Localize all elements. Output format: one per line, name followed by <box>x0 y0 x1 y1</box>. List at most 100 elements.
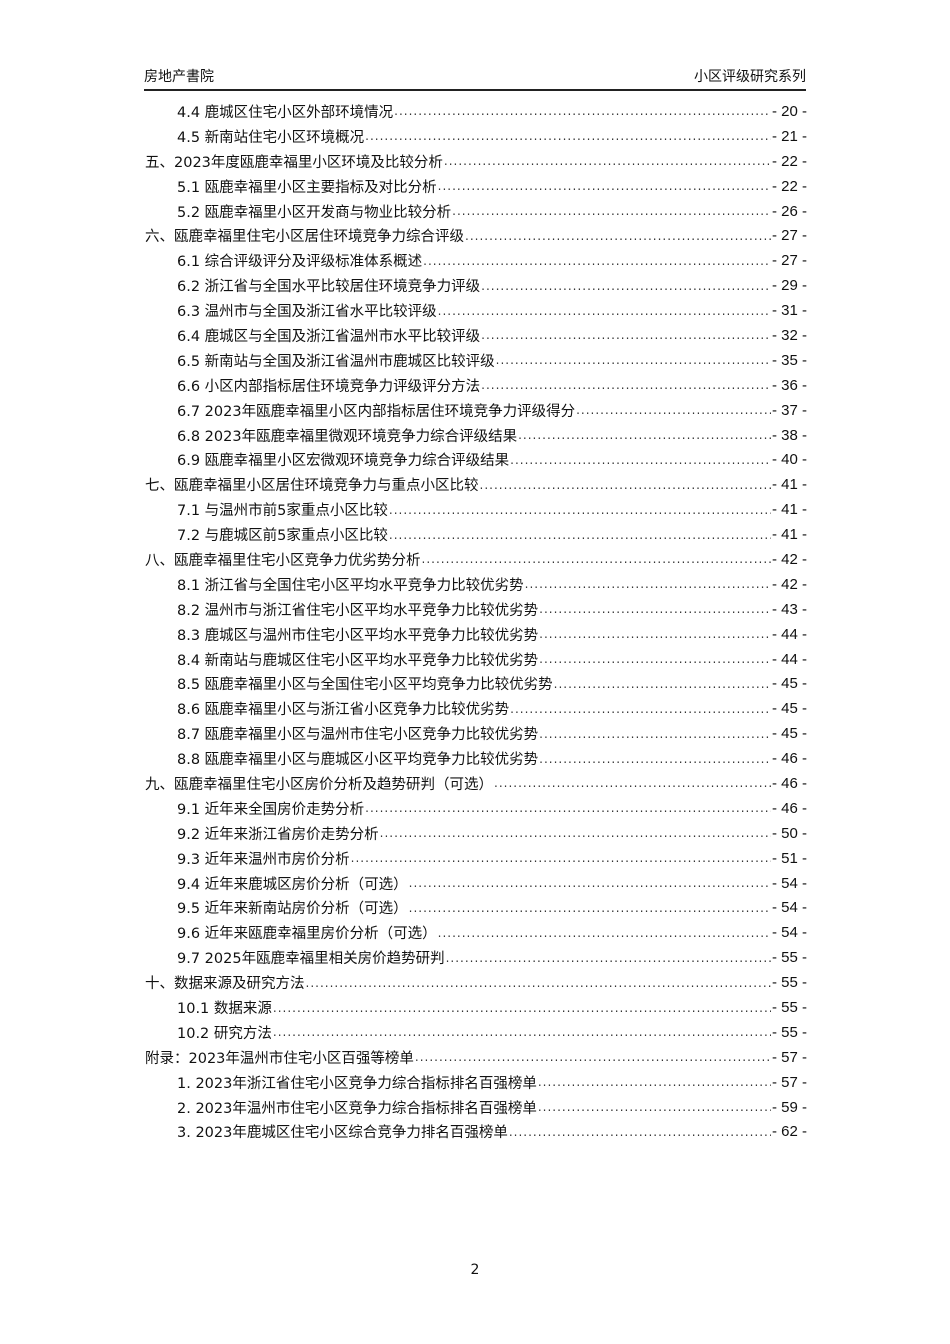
toc-entry[interactable]: 五、2023年度瓯鹿幸福里小区环境及比较分析 - 22 - <box>145 149 807 174</box>
toc-entry-title: 8.8 瓯鹿幸福里小区与鹿城区小区平均竞争力比较优劣势 <box>177 752 539 769</box>
toc-entry-page: - 21 - <box>771 127 807 145</box>
dot-leader <box>538 1075 771 1089</box>
toc-entry-page: - 55 - <box>771 949 807 967</box>
toc-entry-page: - 27 - <box>771 252 807 270</box>
toc-entry[interactable]: 9.4 近年来鹿城区房价分析（可选） - 54 - <box>145 871 807 896</box>
toc-entry[interactable]: 十、数据来源及研究方法 - 55 - <box>145 970 807 995</box>
dot-leader <box>365 801 771 815</box>
toc-entry-page: - 55 - <box>771 974 807 992</box>
toc-entry[interactable]: 9.6 近年来瓯鹿幸福里房价分析（可选） - 54 - <box>145 920 807 945</box>
toc-entry[interactable]: 八、瓯鹿幸福里住宅小区竞争力优劣势分析 - 42 - <box>145 547 807 572</box>
toc-entry-title: 2. 2023年温州市住宅小区竞争力综合指标排名百强榜单 <box>177 1100 537 1117</box>
toc-entry-page: - 26 - <box>771 202 807 220</box>
toc-entry-title: 十、数据来源及研究方法 <box>145 976 305 993</box>
toc-entry-page: - 22 - <box>771 177 807 195</box>
toc-entry-page: - 31 - <box>771 302 807 320</box>
toc-entry-title: 4.5 新南站住宅小区环境概况 <box>177 129 365 146</box>
dot-leader <box>273 1001 771 1015</box>
toc-entry[interactable]: 9.5 近年来新南站房价分析（可选） - 54 - <box>145 896 807 921</box>
toc-entry[interactable]: 9.7 2025年瓯鹿幸福里相关房价趋势研判 - 55 - <box>145 945 807 970</box>
toc-entry[interactable]: 附录：2023年温州市住宅小区百强等榜单 - 57 - <box>145 1045 807 1070</box>
toc-entry[interactable]: 8.4 新南站与鹿城区住宅小区平均水平竞争力比较优劣势 - 44 - <box>145 647 807 672</box>
toc-entry-page: - 40 - <box>771 451 807 469</box>
page-number: 2 <box>470 1262 480 1278</box>
toc-entry-title: 9.6 近年来瓯鹿幸福里房价分析（可选） <box>177 926 437 943</box>
toc-entry-title: 8.1 浙江省与全国住宅小区平均水平竞争力比较优劣势 <box>177 577 524 594</box>
toc-entry-title: 6.4 鹿城区与全国及浙江省温州市水平比较评级 <box>177 328 481 345</box>
toc-entry[interactable]: 6.9 瓯鹿幸福里小区宏微观环境竞争力综合评级结果 - 40 - <box>145 447 807 472</box>
dot-leader <box>481 328 771 342</box>
toc-entry-title: 附录：2023年温州市住宅小区百强等榜单 <box>145 1050 414 1067</box>
toc-entry[interactable]: 六、瓯鹿幸福里住宅小区居住环境竞争力综合评级 - 27 - <box>145 223 807 248</box>
toc-entry[interactable]: 6.1 综合评级评分及评级标准体系概述 - 27 - <box>145 248 807 273</box>
toc-entry-title: 9.1 近年来全国房价走势分析 <box>177 801 365 818</box>
toc-entry[interactable]: 6.5 新南站与全国及浙江省温州市鹿城区比较评级 - 35 - <box>145 348 807 373</box>
toc-entry[interactable]: 9.3 近年来温州市房价分析 - 51 - <box>145 846 807 871</box>
toc-entry-title: 五、2023年度瓯鹿幸福里小区环境及比较分析 <box>145 154 443 171</box>
toc-entry[interactable]: 6.2 浙江省与全国水平比较居住环境竞争力评级 - 29 - <box>145 273 807 298</box>
toc-entry-page: - 55 - <box>771 1023 807 1041</box>
toc-entry[interactable]: 9.2 近年来浙江省房价走势分析 - 50 - <box>145 821 807 846</box>
toc-entry-page: - 54 - <box>771 899 807 917</box>
toc-entry-title: 9.4 近年来鹿城区房价分析（可选） <box>177 876 408 893</box>
toc-entry[interactable]: 4.5 新南站住宅小区环境概况 - 21 - <box>145 124 807 149</box>
toc-entry[interactable]: 6.8 2023年瓯鹿幸福里微观环境竞争力综合评级结果 - 38 - <box>145 423 807 448</box>
dot-leader <box>510 702 771 716</box>
toc-entry-title: 9.2 近年来浙江省房价走势分析 <box>177 826 379 843</box>
toc-entry[interactable]: 8.1 浙江省与全国住宅小区平均水平竞争力比较优劣势 - 42 - <box>145 572 807 597</box>
toc-entry[interactable]: 九、瓯鹿幸福里住宅小区房价分析及趋势研判（可选） - 46 - <box>145 771 807 796</box>
toc-entry-page: - 55 - <box>771 999 807 1016</box>
toc-entry[interactable]: 10.1 数据来源 - 55 - <box>145 995 807 1020</box>
toc-entry[interactable]: 5.1 瓯鹿幸福里小区主要指标及对比分析 - 22 - <box>145 174 807 199</box>
toc-entry[interactable]: 9.1 近年来全国房价走势分析 - 46 - <box>145 796 807 821</box>
toc-entry[interactable]: 6.3 温州市与全国及浙江省水平比较评级 - 31 - <box>145 298 807 323</box>
toc-entry[interactable]: 4.4 鹿城区住宅小区外部环境情况 - 20 - <box>145 99 807 124</box>
header-divider <box>144 89 806 91</box>
dot-leader <box>518 428 771 442</box>
toc-entry[interactable]: 2. 2023年温州市住宅小区竞争力综合指标排名百强榜单 - 59 - <box>145 1095 807 1120</box>
toc-entry[interactable]: 6.4 鹿城区与全国及浙江省温州市水平比较评级 - 32 - <box>145 323 807 348</box>
toc-entry[interactable]: 7.2 与鹿城区前5家重点小区比较 - 41 - <box>145 522 807 547</box>
toc-entry-title: 6.9 瓯鹿幸福里小区宏微观环境竞争力综合评级结果 <box>177 453 510 470</box>
toc-entry[interactable]: 8.3 鹿城区与温州市住宅小区平均水平竞争力比较优劣势 - 44 - <box>145 622 807 647</box>
toc-entry[interactable]: 8.5 瓯鹿幸福里小区与全国住宅小区平均竞争力比较优劣势 - 45 - <box>145 671 807 696</box>
toc-entry-title: 3. 2023年鹿城区住宅小区综合竞争力排名百强榜单 <box>177 1125 508 1142</box>
toc-entry-page: - 44 - <box>771 625 807 643</box>
toc-entry-page: - 50 - <box>771 824 807 842</box>
toc-entry-page: - 62 - <box>771 1123 807 1141</box>
toc-entry[interactable]: 6.6 小区内部指标居住环境竞争力评级评分方法 - 36 - <box>145 373 807 398</box>
dot-leader <box>438 304 771 318</box>
dot-leader <box>494 776 771 790</box>
toc-entry[interactable]: 6.7 2023年瓯鹿幸福里小区内部指标居住环境竞争力评级得分 - 37 - <box>145 398 807 423</box>
toc-entry-title: 1. 2023年浙江省住宅小区竞争力综合指标排名百强榜单 <box>177 1075 537 1092</box>
dot-leader <box>539 752 771 766</box>
toc-entry[interactable]: 10.2 研究方法 - 55 - <box>145 1020 807 1045</box>
toc-entry[interactable]: 3. 2023年鹿城区住宅小区综合竞争力排名百强榜单 - 62 - <box>145 1120 807 1145</box>
dot-leader <box>446 951 771 965</box>
toc-entry[interactable]: 7.1 与温州市前5家重点小区比较 - 41 - <box>145 497 807 522</box>
toc-entry[interactable]: 七、瓯鹿幸福里小区居住环境竞争力与重点小区比较 - 41 - <box>145 472 807 497</box>
toc-entry[interactable]: 5.2 瓯鹿幸福里小区开发商与物业比较分析 - 26 - <box>145 199 807 224</box>
toc-entry-page: - 20 - <box>771 102 807 120</box>
toc-entry-title: 9.3 近年来温州市房价分析 <box>177 851 350 868</box>
toc-entry[interactable]: 1. 2023年浙江省住宅小区竞争力综合指标排名百强榜单 - 57 - <box>145 1070 807 1095</box>
toc-entry-title: 6.6 小区内部指标居住环境竞争力评级评分方法 <box>177 378 481 395</box>
dot-leader <box>394 104 771 118</box>
toc-entry[interactable]: 8.6 瓯鹿幸福里小区与浙江省小区竞争力比较优劣势 - 45 - <box>145 696 807 721</box>
toc-entry-page: - 57 - <box>771 1073 807 1091</box>
toc-entry-title: 8.4 新南站与鹿城区住宅小区平均水平竞争力比较优劣势 <box>177 652 539 669</box>
toc-entry-title: 九、瓯鹿幸福里住宅小区房价分析及趋势研判（可选） <box>145 776 493 793</box>
toc-entry-title: 8.5 瓯鹿幸福里小区与全国住宅小区平均竞争力比较优劣势 <box>177 677 553 694</box>
dot-leader <box>539 627 771 641</box>
toc-entry[interactable]: 8.2 温州市与浙江省住宅小区平均水平竞争力比较优劣势 - 43 - <box>145 597 807 622</box>
dot-leader <box>481 378 771 392</box>
toc-entry-page: - 43 - <box>771 600 807 618</box>
toc-entry-title: 6.3 温州市与全国及浙江省水平比较评级 <box>177 304 437 321</box>
toc-entry[interactable]: 8.7 瓯鹿幸福里小区与温州市住宅小区竞争力比较优劣势 - 45 - <box>145 721 807 746</box>
dot-leader <box>422 552 771 566</box>
toc-entry-page: - 41 - <box>771 501 807 519</box>
dot-leader <box>510 453 771 467</box>
toc-entry-page: - 54 - <box>771 874 807 892</box>
dot-leader <box>452 204 771 218</box>
toc-entry[interactable]: 8.8 瓯鹿幸福里小区与鹿城区小区平均竞争力比较优劣势 - 46 - <box>145 746 807 771</box>
